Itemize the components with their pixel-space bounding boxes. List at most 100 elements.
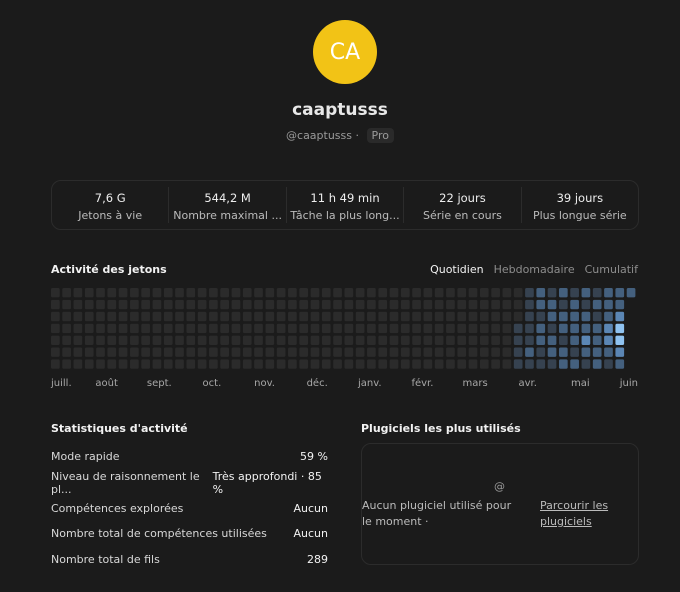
heat-cell xyxy=(581,323,591,334)
heat-cell xyxy=(186,347,196,357)
heat-cell xyxy=(299,311,309,322)
heat-cell xyxy=(73,323,83,334)
heat-cell xyxy=(186,299,196,310)
heat-cell xyxy=(615,335,625,345)
heat-cell xyxy=(163,323,173,334)
heat-cell xyxy=(299,299,309,310)
heat-cell xyxy=(592,347,602,357)
heat-cell xyxy=(378,299,388,310)
heat-cell xyxy=(423,311,433,322)
heat-cell xyxy=(378,323,388,334)
heat-cell xyxy=(502,288,512,298)
stat-label: Plus longue série xyxy=(532,209,627,222)
heat-cell xyxy=(525,288,534,298)
heat-cell xyxy=(254,311,263,322)
heat-cell xyxy=(310,311,320,322)
heat-cell xyxy=(502,335,512,345)
heat-cell xyxy=(152,335,162,345)
heat-cell xyxy=(96,359,105,369)
heat-cell xyxy=(333,323,342,334)
heat-cell xyxy=(479,299,489,310)
heat-cell xyxy=(468,335,478,345)
stat-label: Tâche la plus long... xyxy=(290,209,400,222)
heat-cell xyxy=(321,288,331,298)
heat-cell xyxy=(163,335,173,345)
heat-cell xyxy=(62,311,71,322)
row-value: 289 xyxy=(307,553,328,567)
month-label: juin xyxy=(619,378,638,389)
heat-cell xyxy=(491,359,500,369)
heat-cell xyxy=(163,311,173,322)
heat-cell xyxy=(446,299,455,310)
heat-cell xyxy=(558,288,568,298)
heat-cell xyxy=(513,288,523,298)
heat-cell xyxy=(491,299,500,310)
heat-cell xyxy=(491,323,500,334)
heat-cell xyxy=(118,299,128,310)
heat-cell xyxy=(107,359,117,369)
heat-cell xyxy=(400,288,410,298)
month-label: avr. xyxy=(519,378,537,389)
heat-cell xyxy=(96,323,105,334)
heat-cell xyxy=(479,347,489,357)
heat-cell xyxy=(197,288,207,298)
stat-value: 39 jours xyxy=(556,191,604,205)
heat-cell xyxy=(141,311,150,322)
heat-cell xyxy=(502,299,512,310)
stat-row: Compétences explorées Aucun xyxy=(51,495,328,521)
heat-cell xyxy=(513,299,523,310)
heat-cell xyxy=(513,359,523,369)
heat-cell xyxy=(84,359,94,369)
heat-cell xyxy=(389,347,399,357)
heat-cell xyxy=(84,288,94,298)
heat-cell xyxy=(434,335,444,345)
heat-cell xyxy=(288,299,297,310)
heat-cell xyxy=(96,311,105,322)
row-label: Mode rapide xyxy=(51,450,120,464)
heat-cell xyxy=(333,347,342,357)
row-label: Nombre total de fils xyxy=(51,553,160,567)
heat-cell xyxy=(457,359,467,369)
tab[interactable]: Cumulatif xyxy=(584,263,638,276)
month-label: mai xyxy=(571,378,590,389)
heat-cell xyxy=(107,347,117,357)
heat-cell xyxy=(107,311,117,322)
heat-cell xyxy=(592,311,602,322)
heat-cell xyxy=(604,288,613,298)
heat-cell xyxy=(581,347,591,357)
browse-link[interactable]: Parcourir les plugiciels xyxy=(540,499,609,528)
heat-cell xyxy=(84,335,94,345)
heat-cell xyxy=(163,347,173,357)
heat-cell xyxy=(107,288,117,298)
heat-cell xyxy=(604,311,613,322)
heat-cell xyxy=(197,359,207,369)
heat-cell xyxy=(468,347,478,357)
heat-cell xyxy=(400,311,410,322)
heat-cell xyxy=(333,335,342,345)
heat-cell xyxy=(615,288,625,298)
tab[interactable]: Hebdomadaire xyxy=(493,263,575,276)
heat-cell xyxy=(84,347,94,357)
heat-cell xyxy=(423,288,433,298)
heat-cell xyxy=(333,299,342,310)
heat-cell xyxy=(118,347,128,357)
heat-cell xyxy=(96,299,105,310)
heat-cell xyxy=(344,323,354,334)
heat-cell xyxy=(344,359,354,369)
heat-cell xyxy=(412,335,421,345)
row-value: Aucun xyxy=(293,501,329,515)
heat-cell xyxy=(96,335,105,345)
tab[interactable]: Quotidien xyxy=(430,263,484,276)
heat-cell xyxy=(276,311,286,322)
heat-cell xyxy=(130,347,139,357)
heat-cell xyxy=(141,299,150,310)
stat: 39 jours Plus longue série xyxy=(522,187,638,223)
heat-cell xyxy=(73,335,83,345)
heat-cell xyxy=(84,323,94,334)
stat-row: Niveau de raisonnement le pl... Très appr… xyxy=(51,470,328,496)
heat-cell xyxy=(446,335,455,345)
heat-cell xyxy=(367,347,376,357)
heat-cell xyxy=(299,323,309,334)
heat-cell xyxy=(209,299,218,310)
heat-cell xyxy=(525,299,534,310)
